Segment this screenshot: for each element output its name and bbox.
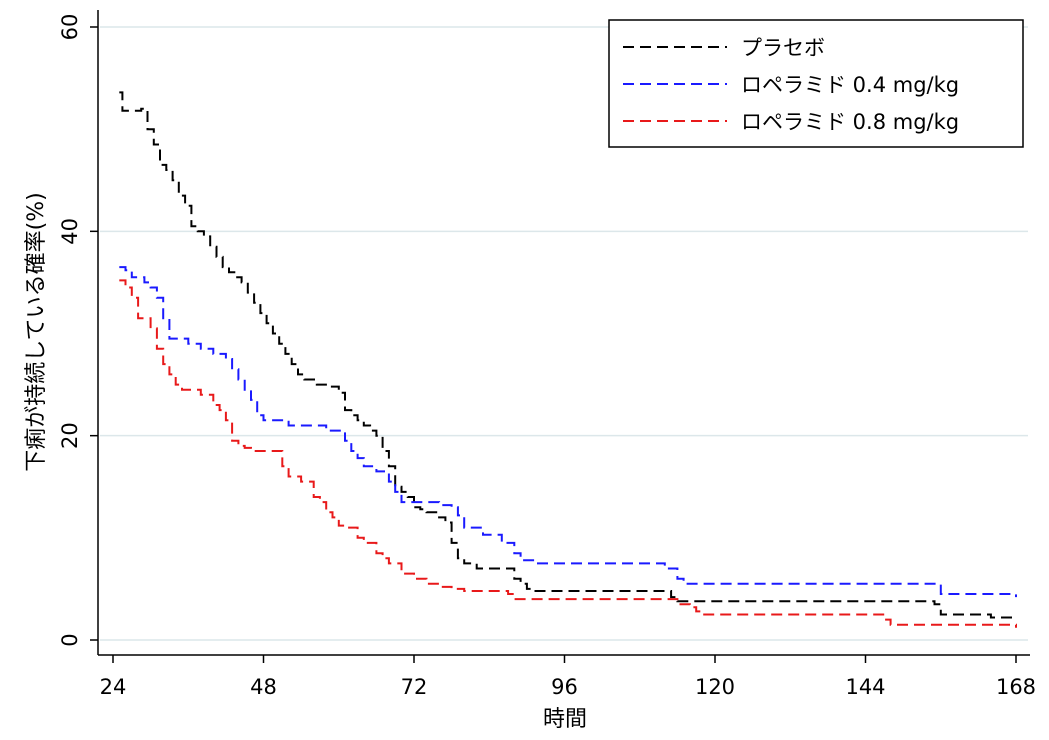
series-lines <box>119 91 1017 628</box>
y-axis-title: 下痢が持続している確率(%) <box>24 192 49 471</box>
x-tick-label: 144 <box>845 675 885 699</box>
y-tick-label: 0 <box>58 633 82 646</box>
legend-label: ロペラミド 0.4 mg/kg <box>741 73 959 97</box>
x-axis-title: 時間 <box>543 707 587 732</box>
x-tick-label: 48 <box>250 675 277 699</box>
x-tick-label: 72 <box>401 675 428 699</box>
y-tick-label: 60 <box>58 14 82 41</box>
x-tick-label: 120 <box>695 675 735 699</box>
x-tick-label: 96 <box>551 675 578 699</box>
y-tick-label: 20 <box>58 422 82 449</box>
series-line-3 <box>119 279 1017 628</box>
axes: 0 20 40 60 24 48 72 96 120 144 168 <box>58 10 1036 699</box>
legend-label: ロペラミド 0.8 mg/kg <box>741 110 959 134</box>
series-line-1 <box>119 91 1016 619</box>
y-tick-label: 40 <box>58 218 82 245</box>
series-line-2 <box>119 266 1017 598</box>
x-tick-label: 168 <box>996 675 1036 699</box>
x-tick-label: 24 <box>100 675 127 699</box>
legend-label: プラセボ <box>741 36 825 60</box>
